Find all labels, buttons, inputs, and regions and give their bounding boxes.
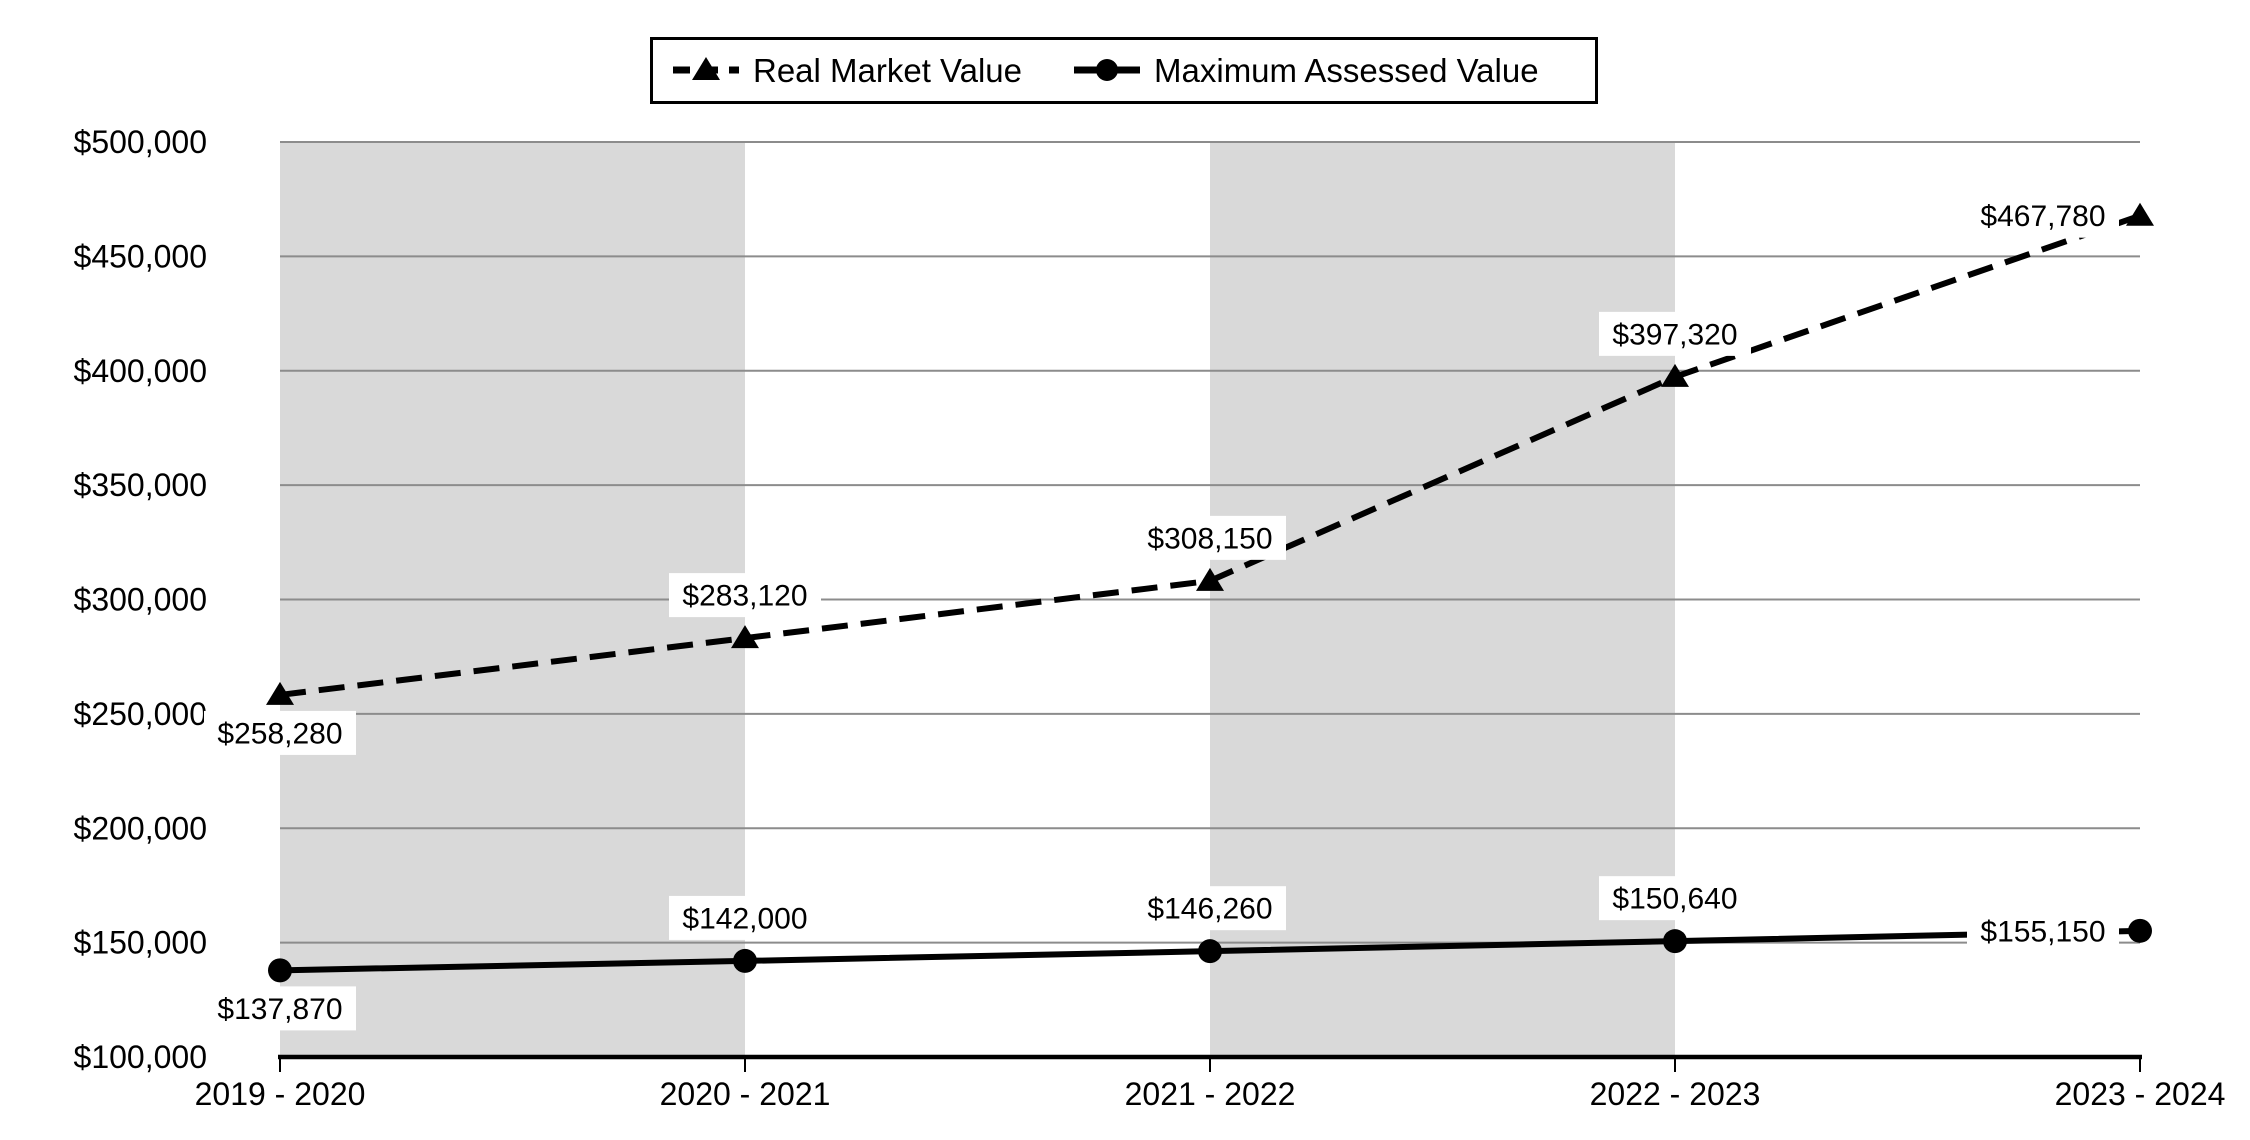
- data-label-bg: [1967, 908, 2119, 953]
- y-axis-tick-label: $500,000: [74, 124, 207, 160]
- data-label: $258,280: [217, 717, 342, 750]
- marker-circle: [733, 948, 757, 973]
- legend-label-maximum-assessed-value: Maximum Assessed Value: [1154, 51, 1539, 89]
- data-label-bg: [669, 573, 821, 618]
- data-label: $150,640: [1612, 883, 1737, 916]
- marker-circle: [2128, 918, 2152, 943]
- y-axis-tick-label: $350,000: [74, 467, 207, 503]
- data-label: $283,120: [682, 580, 807, 613]
- data-label: $308,150: [1147, 522, 1272, 555]
- data-label-bg: [1599, 876, 1751, 921]
- y-axis-tick-label: $250,000: [74, 696, 207, 732]
- data-label: $397,320: [1612, 318, 1737, 351]
- marker-circle: [1663, 929, 1687, 954]
- legend-item-real-market-value: Real Market Value: [673, 51, 1022, 91]
- x-axis-tick-label: 2020 - 2021: [660, 1076, 831, 1112]
- dashed-line-triangle-marker-icon: [673, 56, 739, 80]
- data-label: $155,150: [1980, 915, 2105, 948]
- solid-line-circle-marker-icon: [1074, 58, 1141, 81]
- marker-triangle: [1661, 363, 1689, 387]
- data-label: $142,000: [682, 902, 807, 935]
- legend: Real Market Value Maximum Assessed Value: [650, 37, 1598, 104]
- x-axis-tick-label: 2022 - 2023: [1590, 1076, 1761, 1112]
- data-label-bg: [1967, 193, 2119, 238]
- legend-item-maximum-assessed-value: Maximum Assessed Value: [1074, 51, 1539, 91]
- data-label-bg: [1599, 311, 1751, 356]
- marker-triangle: [731, 625, 759, 649]
- marker-triangle: [1196, 567, 1224, 591]
- data-label-bg: [1134, 886, 1286, 931]
- x-axis-tick-label: 2021 - 2022: [1125, 1076, 1296, 1112]
- y-axis-tick-label: $450,000: [74, 238, 207, 274]
- y-axis-tick-label: $300,000: [74, 582, 207, 618]
- x-axis-tick-label: 2023 - 2024: [2055, 1076, 2226, 1112]
- data-label-bg: [669, 895, 821, 940]
- legend-label-real-market-value: Real Market Value: [753, 51, 1023, 89]
- y-axis-tick-label: $100,000: [74, 1039, 207, 1075]
- data-label: $467,780: [1980, 200, 2105, 233]
- data-label-bg: [204, 986, 356, 1031]
- x-axis-tick-label: 2019 - 2020: [195, 1076, 366, 1112]
- data-label-bg: [204, 710, 356, 755]
- marker-triangle: [266, 681, 294, 705]
- data-label-bg: [1134, 515, 1286, 560]
- y-axis-tick-label: $200,000: [74, 810, 207, 846]
- y-axis-tick-label: $150,000: [74, 925, 207, 961]
- data-label: $137,870: [217, 993, 342, 1026]
- y-axis-tick-label: $400,000: [74, 353, 207, 389]
- marker-circle: [268, 958, 292, 983]
- marker-circle: [1198, 939, 1222, 964]
- data-label: $146,260: [1147, 893, 1272, 926]
- marker-triangle: [2126, 202, 2154, 226]
